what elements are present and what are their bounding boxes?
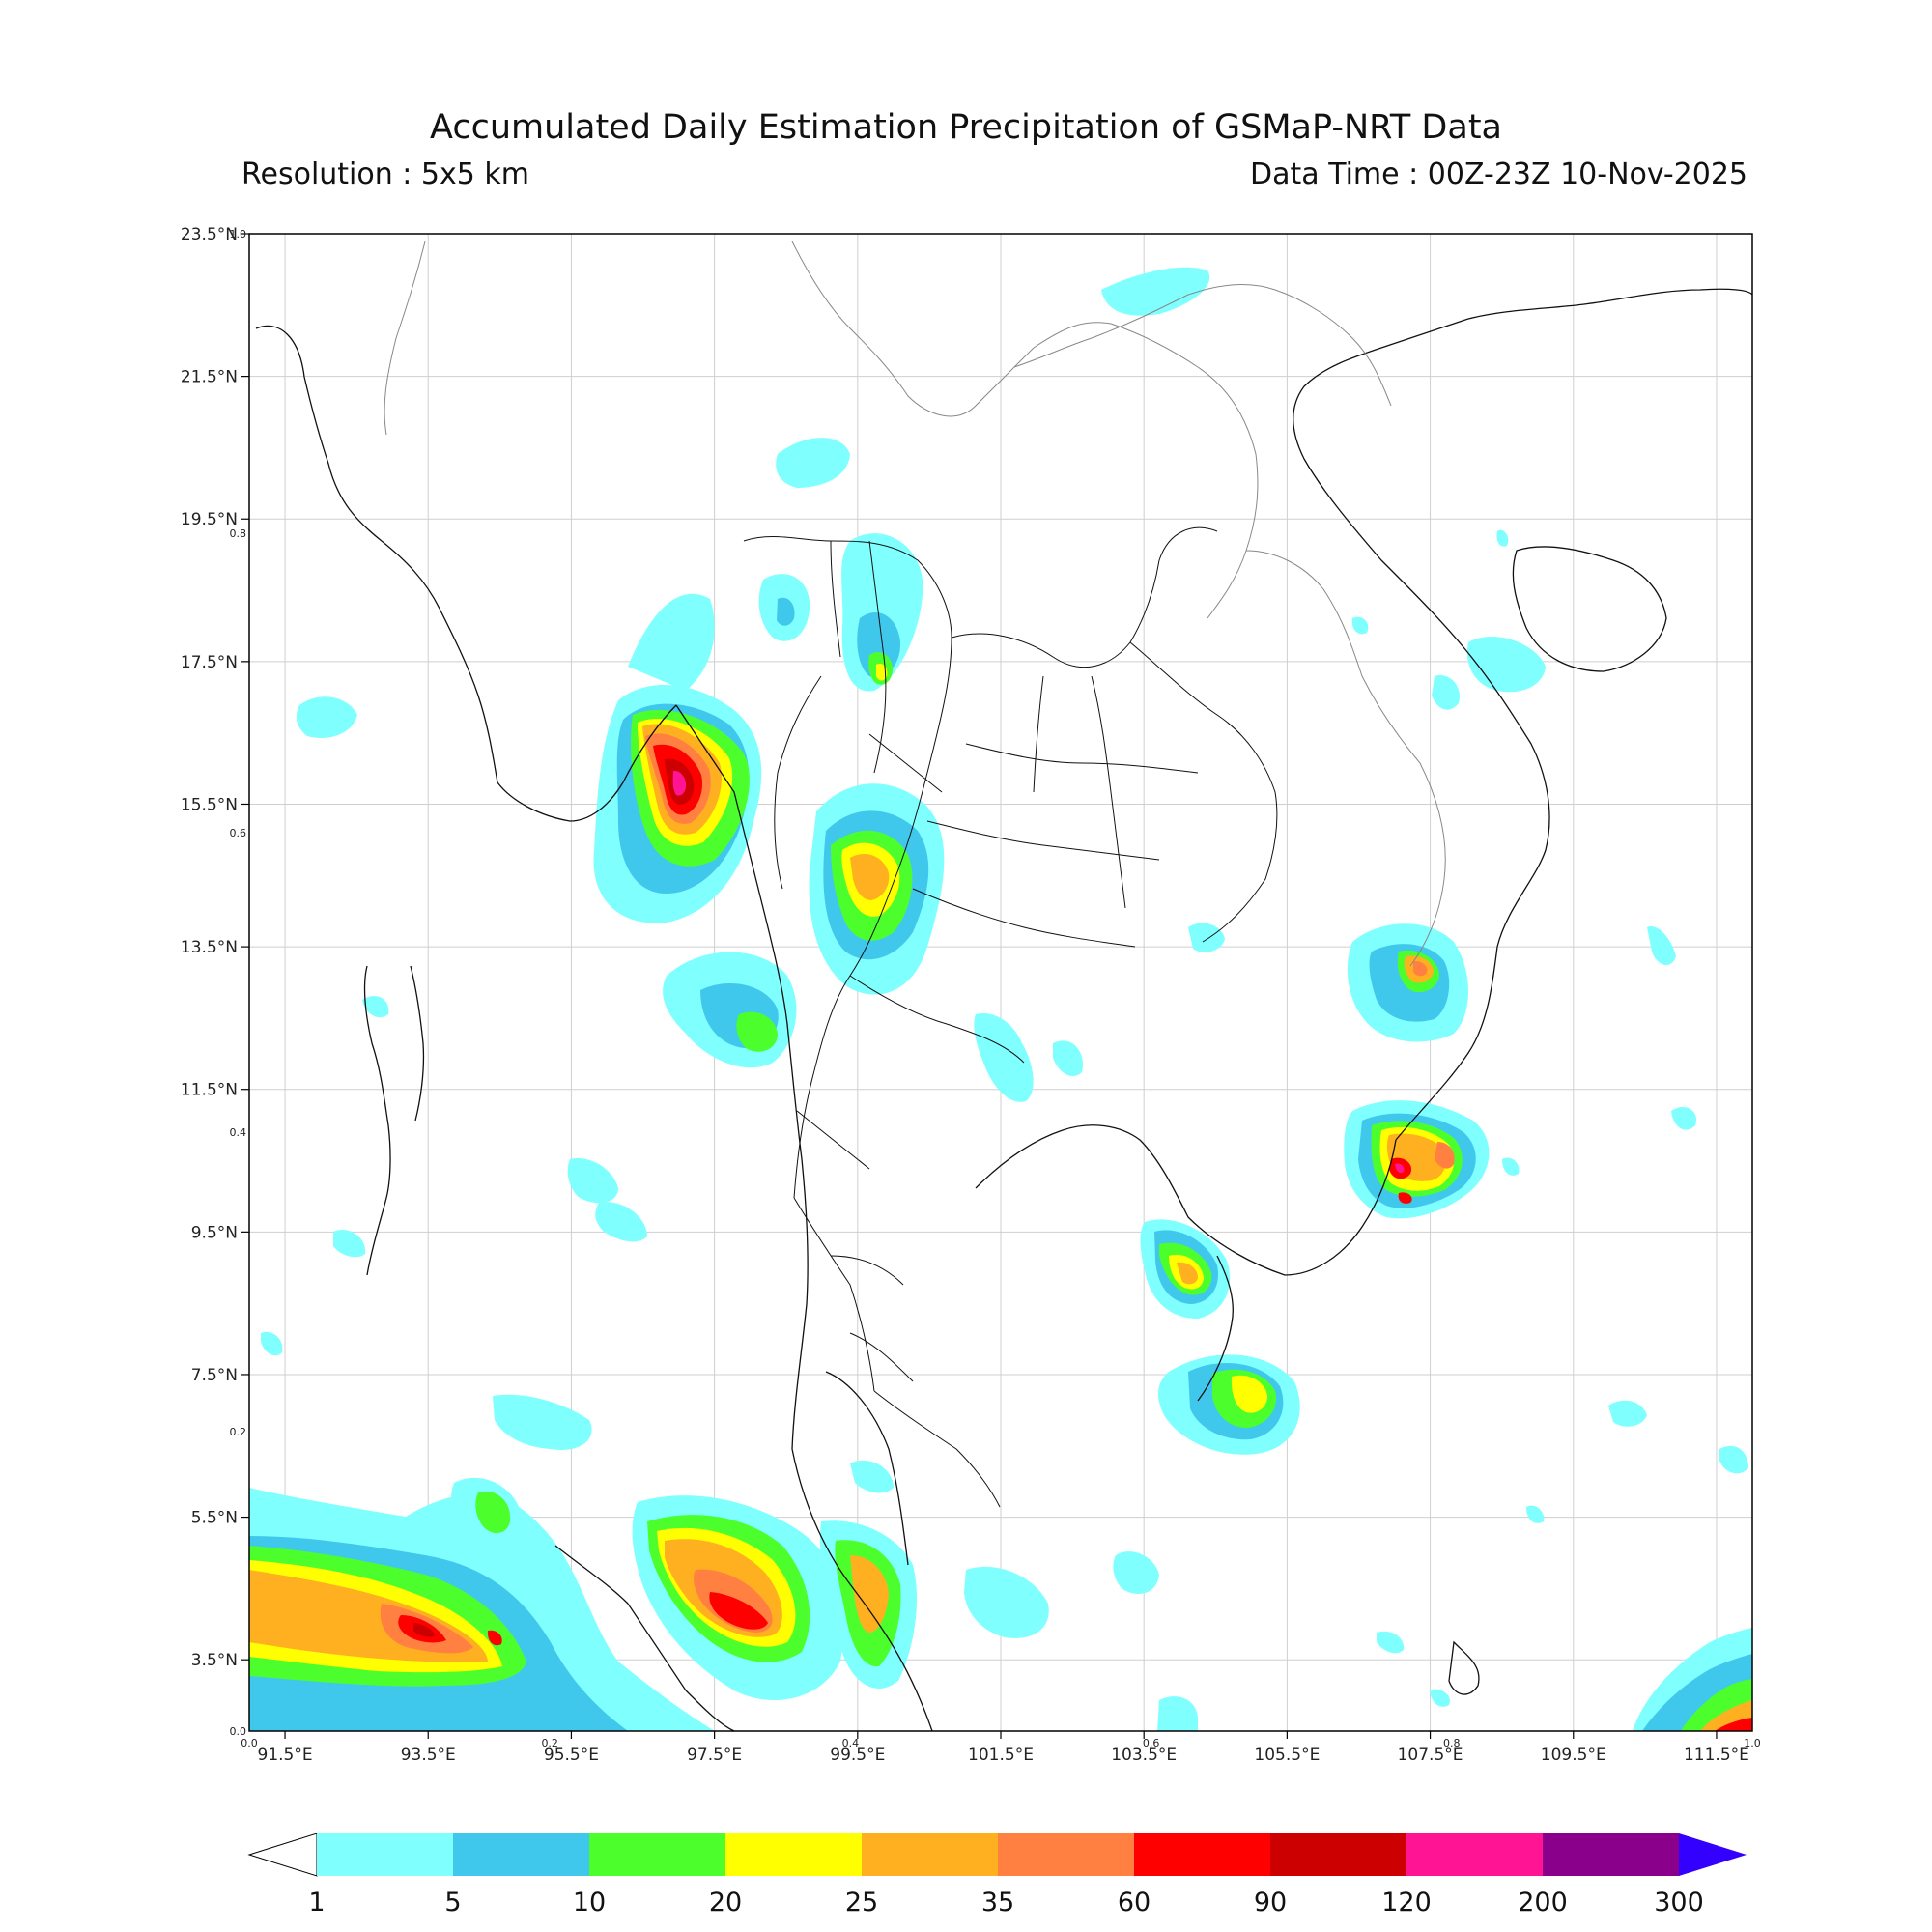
frame-axis-ticks: 0.0 0.2 0.4 0.6 0.8 1.0 0.0 0.2 0.4 0.6 0.8 1.0 xyxy=(230,228,1761,1749)
colorbar-label: 90 xyxy=(1254,1888,1287,1918)
rain-cell-tenasserim xyxy=(663,952,797,1068)
frame-tick-y: 0.0 xyxy=(230,1725,247,1738)
rain-cell-sumatra-west xyxy=(249,1477,715,1731)
latitude-axis: 23.5°N 21.5°N 19.5°N 17.5°N 15.5°N 13.5°N 11.5… xyxy=(181,225,249,1670)
colorbar-segment xyxy=(862,1833,998,1876)
frame-tick-x: 0.6 xyxy=(1143,1737,1160,1749)
frame-tick-x: 1.0 xyxy=(1744,1737,1761,1749)
frame-tick-y: 0.2 xyxy=(230,1426,247,1438)
lon-tick-label: 93.5°E xyxy=(401,1746,456,1765)
colorbar-segment xyxy=(1270,1833,1406,1876)
colorbar-segment xyxy=(589,1833,725,1876)
coastlines xyxy=(255,288,1752,1731)
lat-tick-label: 15.5°N xyxy=(181,795,238,814)
rain-cell-myanmar-coast xyxy=(593,593,762,923)
frame-tick-y: 1.0 xyxy=(230,228,247,241)
lat-tick-label: 11.5°N xyxy=(181,1081,238,1100)
lat-tick-label: 3.5°N xyxy=(191,1651,238,1670)
colorbar-label: 20 xyxy=(709,1888,742,1918)
lon-tick-label: 97.5°E xyxy=(687,1746,742,1765)
data-time-label: Data Time : 00Z-23Z 10-Nov-2025 xyxy=(1250,157,1747,191)
rain-cell-gulf-thailand-south xyxy=(1157,1354,1300,1455)
colorbar-label: 5 xyxy=(444,1888,461,1918)
colorbar-label: 1 xyxy=(308,1888,325,1918)
lon-tick-label: 111.5°E xyxy=(1684,1746,1749,1765)
colorbar-segment xyxy=(1134,1833,1270,1876)
lat-tick-label: 5.5°N xyxy=(191,1509,238,1528)
lon-tick-label: 107.5°E xyxy=(1398,1746,1463,1765)
map-title: Accumulated Daily Estimation Precipitati… xyxy=(430,108,1502,147)
rain-cell-northern-thailand xyxy=(758,533,923,692)
rain-cell-central-highlands xyxy=(1347,923,1468,1042)
lon-tick-label: 101.5°E xyxy=(968,1746,1034,1765)
colorbar-label: 25 xyxy=(845,1888,878,1918)
colorbar-over-arrow xyxy=(1679,1833,1747,1876)
lat-tick-label: 21.5°N xyxy=(181,368,238,387)
colorbar-under-arrow xyxy=(247,1833,318,1877)
lon-tick-label: 99.5°E xyxy=(830,1746,885,1765)
rain-cell-gulf-thailand-east xyxy=(1140,1219,1231,1319)
lon-tick-label: 105.5°E xyxy=(1254,1746,1320,1765)
frame-tick-x: 0.8 xyxy=(1443,1737,1461,1749)
colorbar-segment xyxy=(453,1833,589,1876)
lon-tick-label: 103.5°E xyxy=(1111,1746,1177,1765)
rain-fields xyxy=(249,267,1752,1731)
colorbar: 1 5 10 20 25 35 60 90 120 200 300 xyxy=(247,1833,1747,1918)
lat-tick-label: 9.5°N xyxy=(191,1223,238,1242)
graticule xyxy=(249,233,1752,1731)
lon-tick-label: 95.5°E xyxy=(544,1746,599,1765)
colorbar-label: 35 xyxy=(981,1888,1014,1918)
rain-cell-central-thailand xyxy=(809,783,945,995)
frame-tick-x: 0.2 xyxy=(541,1737,558,1749)
lon-tick-label: 91.5°E xyxy=(258,1746,313,1765)
colorbar-label: 120 xyxy=(1381,1888,1432,1918)
lat-tick-label: 17.5°N xyxy=(181,653,238,672)
colorbar-label: 60 xyxy=(1118,1888,1151,1918)
frame-tick-x: 0.0 xyxy=(241,1737,258,1749)
colorbar-segment xyxy=(317,1833,453,1876)
lat-tick-label: 19.5°N xyxy=(181,510,238,529)
frame-tick-y: 0.8 xyxy=(230,527,247,540)
province-boundaries xyxy=(743,526,1278,1508)
colorbar-segment xyxy=(998,1833,1134,1876)
colorbar-segment xyxy=(1406,1833,1543,1876)
colorbar-label: 200 xyxy=(1518,1888,1568,1918)
resolution-label: Resolution : 5x5 km xyxy=(242,157,529,191)
lat-tick-label: 13.5°N xyxy=(181,938,238,957)
colorbar-label: 10 xyxy=(573,1888,606,1918)
country-borders xyxy=(384,241,1446,967)
frame-tick-y: 0.4 xyxy=(230,1126,247,1139)
frame-tick-x: 0.4 xyxy=(842,1737,860,1749)
lat-tick-label: 23.5°N xyxy=(181,225,238,244)
rain-cell-southeast-vietnam xyxy=(1344,1100,1490,1219)
longitude-axis: 91.5°E 93.5°E 95.5°E 97.5°E 99.5°E 101.5°E 103… xyxy=(258,1731,1749,1765)
rain-cell-borneo-coast xyxy=(1633,1628,1752,1731)
colorbar-segment xyxy=(725,1833,862,1876)
lon-tick-label: 109.5°E xyxy=(1541,1746,1606,1765)
rain-scattered-light xyxy=(261,267,1748,1731)
lat-tick-label: 7.5°N xyxy=(191,1366,238,1385)
frame-tick-y: 0.6 xyxy=(230,827,247,839)
colorbar-label: 300 xyxy=(1654,1888,1704,1918)
colorbar-segment xyxy=(1543,1833,1679,1876)
